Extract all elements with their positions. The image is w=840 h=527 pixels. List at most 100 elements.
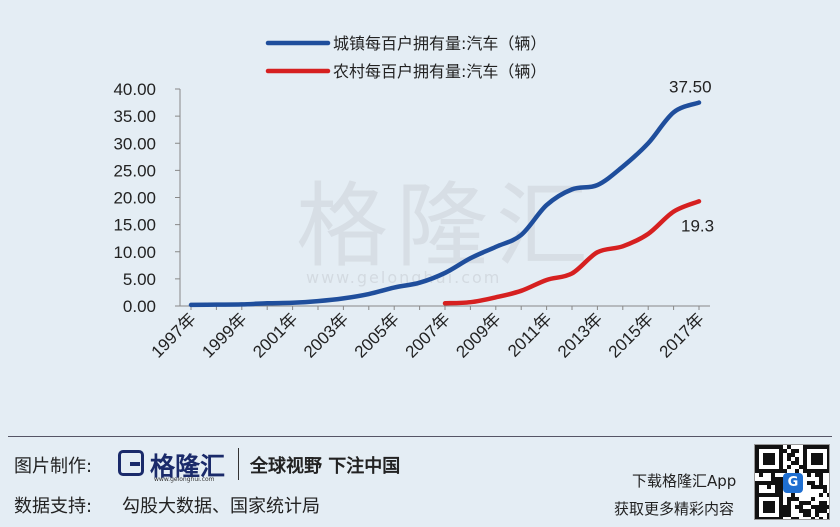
x-tick-label: 2013年 xyxy=(554,309,606,361)
qr-module xyxy=(819,493,823,497)
qr-module xyxy=(779,469,783,473)
qr-module xyxy=(759,445,763,449)
qr-module xyxy=(759,517,763,519)
x-tick-label: 2003年 xyxy=(300,309,352,361)
qr-module xyxy=(803,461,807,465)
qr-module xyxy=(783,513,787,517)
legend-label-1: 农村每百户拥有量:汽车（辆） xyxy=(333,62,546,81)
qr-module xyxy=(811,469,815,473)
qr-module xyxy=(811,485,815,489)
qr-module xyxy=(815,485,819,489)
qr-module xyxy=(807,445,811,449)
qr-module xyxy=(763,501,767,505)
qr-module xyxy=(827,517,829,519)
qr-module xyxy=(779,513,783,517)
qr-badge-icon: G xyxy=(783,473,803,493)
qr-module xyxy=(763,445,767,449)
qr-module xyxy=(755,485,759,489)
qr-module xyxy=(787,457,791,461)
qr-module xyxy=(771,461,775,465)
qr-module xyxy=(787,505,791,509)
qr-module xyxy=(779,485,783,489)
qr-module xyxy=(771,469,775,473)
qr-module xyxy=(767,509,771,513)
qr-module xyxy=(775,477,779,481)
qr-module xyxy=(803,449,807,453)
qr-module xyxy=(811,453,815,457)
qr-module xyxy=(779,461,783,465)
qr-module xyxy=(827,461,829,465)
qr-module xyxy=(763,517,767,519)
watermark: 格隆汇 www.gelonghui.com xyxy=(296,173,588,287)
y-tick-label: 35.00 xyxy=(113,107,156,126)
qr-code[interactable]: G xyxy=(754,444,830,520)
qr-module xyxy=(767,505,771,509)
qr-module xyxy=(759,493,763,497)
qr-module xyxy=(779,501,783,505)
qr-module xyxy=(819,469,823,473)
qr-module xyxy=(803,445,807,449)
qr-module xyxy=(755,465,759,469)
qr-module xyxy=(811,445,815,449)
qr-module xyxy=(787,453,791,457)
qr-module xyxy=(795,457,799,461)
qr-module xyxy=(775,493,779,497)
x-tick-label: 2017年 xyxy=(656,309,708,361)
logo-url: www.gelonghui.com xyxy=(154,476,215,483)
download-app-text: 下载格隆汇App xyxy=(632,472,737,490)
qr-module xyxy=(755,469,759,473)
qr-module xyxy=(755,445,759,449)
qr-module xyxy=(787,501,791,505)
qr-module xyxy=(771,477,775,481)
qr-module xyxy=(783,449,787,453)
qr-module xyxy=(795,469,799,473)
qr-module xyxy=(775,485,779,489)
source-label: 数据支持: xyxy=(14,496,93,517)
more-content-text: 获取更多精彩内容 xyxy=(614,500,735,518)
qr-module xyxy=(819,509,823,513)
qr-module xyxy=(775,469,779,473)
qr-module xyxy=(827,513,829,517)
qr-module xyxy=(775,517,779,519)
qr-module xyxy=(827,465,829,469)
series-line-0 xyxy=(188,100,702,308)
y-tick-label: 0.00 xyxy=(123,297,156,316)
series-line-1 xyxy=(442,199,702,306)
qr-module xyxy=(791,493,795,497)
qr-module xyxy=(811,505,815,509)
qr-module xyxy=(827,469,829,473)
qr-module xyxy=(823,489,827,493)
qr-module xyxy=(807,513,811,517)
qr-module xyxy=(759,469,763,473)
qr-module xyxy=(811,517,815,519)
qr-module xyxy=(779,457,783,461)
qr-module xyxy=(819,461,823,465)
qr-module xyxy=(807,469,811,473)
qr-module xyxy=(799,505,803,509)
qr-module xyxy=(771,501,775,505)
y-tick-label: 15.00 xyxy=(113,216,156,235)
qr-module xyxy=(827,505,829,509)
data-label-0: 37.50 xyxy=(669,78,712,97)
qr-module xyxy=(763,505,767,509)
qr-module xyxy=(823,445,827,449)
qr-module xyxy=(763,461,767,465)
logo-divider xyxy=(238,448,239,480)
qr-module xyxy=(779,449,783,453)
qr-module xyxy=(819,453,823,457)
qr-module xyxy=(779,517,783,519)
qr-module xyxy=(755,457,759,461)
qr-module xyxy=(759,473,763,477)
qr-module xyxy=(795,461,799,465)
qr-module xyxy=(811,457,815,461)
qr-module xyxy=(791,497,795,501)
qr-module xyxy=(767,453,771,457)
qr-module xyxy=(763,481,767,485)
qr-module xyxy=(771,453,775,457)
qr-module xyxy=(827,445,829,449)
qr-module xyxy=(795,505,799,509)
qr-module xyxy=(803,513,807,517)
qr-module xyxy=(755,501,759,505)
qr-module xyxy=(779,481,783,485)
